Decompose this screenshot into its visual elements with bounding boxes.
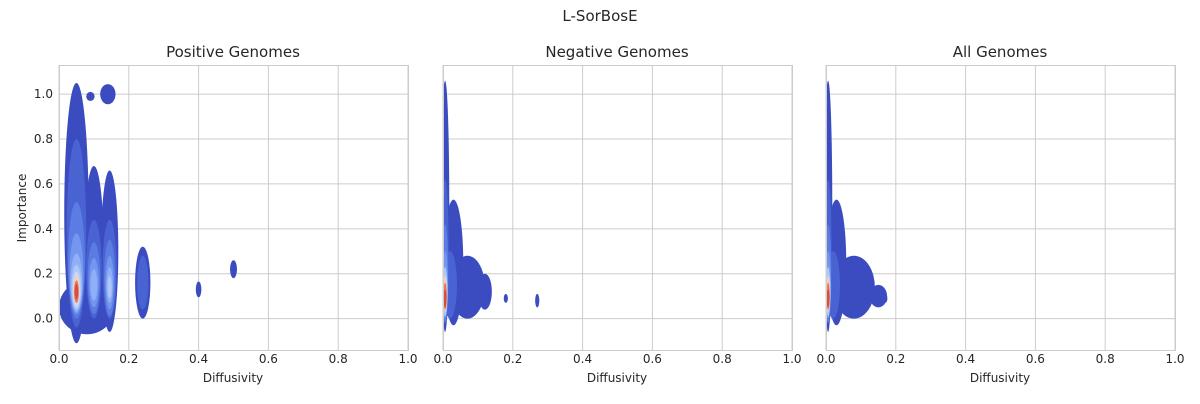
density-contour xyxy=(869,284,888,308)
density-contour xyxy=(477,273,492,310)
x-tick-label: 0.8 xyxy=(329,352,348,366)
density-contour xyxy=(826,289,830,308)
density-contour xyxy=(503,293,508,303)
x-tick-label: 0.2 xyxy=(886,352,905,366)
panel-title-positive: Positive Genomes xyxy=(166,43,300,61)
density-contour xyxy=(449,255,485,319)
x-axis-label-negative: Diffusivity xyxy=(587,371,647,385)
figure-suptitle: L-SorBosE xyxy=(562,7,637,25)
plot-area-all: 0.0 0.2 0.4 0.6 0.8 1.0 xyxy=(816,65,1185,366)
density-contour xyxy=(137,255,149,310)
x-tick-label: 1.0 xyxy=(782,352,801,366)
x-tick-label: 0.4 xyxy=(956,352,975,366)
axes-frame xyxy=(826,65,1176,351)
x-axis-label-all: Diffusivity xyxy=(970,371,1030,385)
panel-title-negative: Negative Genomes xyxy=(545,43,688,61)
plot-area-positive: 0.0 0.2 0.4 0.6 0.8 1.0 0.0 0.2 0.4 0.6 0.8 1.0 xyxy=(34,65,418,366)
density-contour xyxy=(74,283,79,300)
x-tick-label: 0.4 xyxy=(189,352,208,366)
x-tick-label: 0.4 xyxy=(573,352,592,366)
x-tick-label: 1.0 xyxy=(398,352,417,366)
x-tick-label: 0.2 xyxy=(503,352,522,366)
x-tick-label: 0.6 xyxy=(259,352,278,366)
density-contours-negative xyxy=(443,80,540,333)
panel-positive: Positive Genomes Diffusivity xyxy=(166,43,300,385)
x-tick-label: 0.0 xyxy=(816,352,835,366)
density-contour xyxy=(883,293,888,303)
plot-area-negative: 0.0 0.2 0.4 0.6 0.8 1.0 xyxy=(433,65,802,366)
y-tick-label: 0.2 xyxy=(34,267,53,281)
density-contours-positive xyxy=(59,82,237,344)
y-tick-label: 1.0 xyxy=(34,87,53,101)
panel-title-all: All Genomes xyxy=(953,43,1048,61)
density-contour xyxy=(443,289,447,308)
y-tick-label: 0.4 xyxy=(34,222,53,236)
x-tick-label: 0.6 xyxy=(1026,352,1045,366)
x-axis-label-positive: Diffusivity xyxy=(203,371,263,385)
density-contour xyxy=(107,275,112,299)
y-tick-label: 0.6 xyxy=(34,177,53,191)
x-tick-label: 1.0 xyxy=(1165,352,1184,366)
density-contour xyxy=(832,255,875,319)
panel-all: All Genomes Diffusivity xyxy=(953,43,1048,385)
x-tick-label: 0.8 xyxy=(713,352,732,366)
density-contours-all xyxy=(826,80,888,333)
x-tick-label: 0.0 xyxy=(433,352,452,366)
y-tick-label: 0.0 xyxy=(34,312,53,326)
x-tick-label: 0.8 xyxy=(1096,352,1115,366)
x-tick-label: 0.0 xyxy=(49,352,68,366)
density-contour xyxy=(535,293,540,308)
x-tick-label: 0.6 xyxy=(643,352,662,366)
y-tick-label: 0.8 xyxy=(34,132,53,146)
y-axis-label: Importance xyxy=(15,174,29,243)
density-contour xyxy=(90,269,98,301)
density-contour xyxy=(100,84,116,105)
x-tick-label: 0.2 xyxy=(119,352,138,366)
axes-frame xyxy=(59,65,409,351)
density-contour xyxy=(230,260,237,279)
axes-frame xyxy=(443,65,793,351)
density-contour xyxy=(86,91,95,101)
panel-negative: Negative Genomes Diffusivity xyxy=(545,43,688,385)
density-contour xyxy=(195,281,202,298)
